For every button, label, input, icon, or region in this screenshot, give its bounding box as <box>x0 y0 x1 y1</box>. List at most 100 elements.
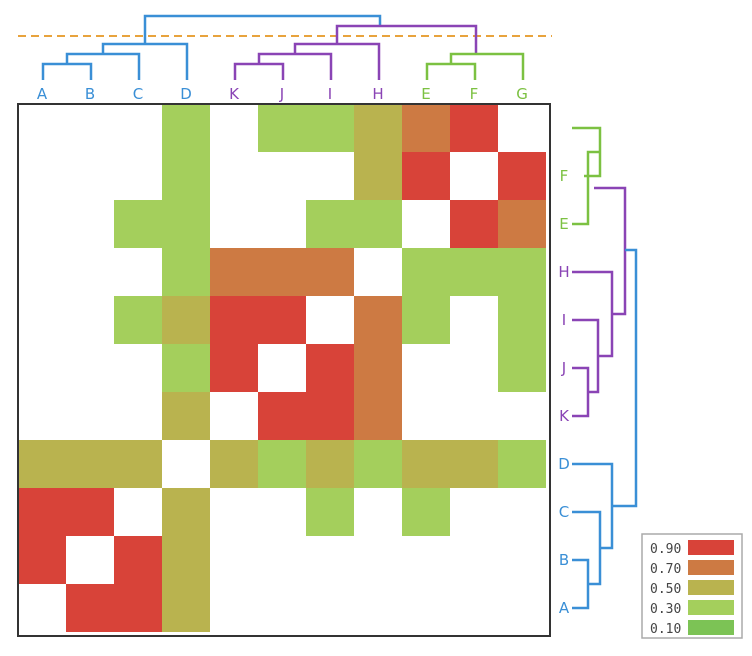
heatmap-cell <box>114 584 162 632</box>
heatmap-cell <box>114 200 162 248</box>
right-dendrogram-blue <box>572 248 638 610</box>
heatmap-cell <box>114 296 162 344</box>
heatmap-cell <box>162 104 210 152</box>
heatmap-cell <box>498 248 546 296</box>
top-branch-blue-root <box>143 14 382 44</box>
right-branch-h-ijk <box>572 270 614 358</box>
heatmap-cell <box>66 584 114 632</box>
heatmap-cell <box>210 440 258 488</box>
heatmap-cell <box>210 344 258 392</box>
heatmap-cell <box>258 296 306 344</box>
heatmap-cell <box>402 104 450 152</box>
column-label: H <box>372 85 383 103</box>
legend-label: 0.30 <box>650 602 681 617</box>
legend-swatch <box>688 540 734 555</box>
heatmap-cells <box>18 104 546 632</box>
heatmap-cell <box>306 344 354 392</box>
row-label: K <box>559 407 570 425</box>
row-label: H <box>558 263 569 281</box>
top-dendrogram <box>18 14 552 80</box>
legend-label: 0.10 <box>650 622 681 637</box>
heatmap-cell <box>354 104 402 152</box>
heatmap-cell <box>402 248 450 296</box>
legend: 0.90 0.70 0.50 0.30 0.10 <box>641 533 743 639</box>
column-label: I <box>328 85 332 103</box>
heatmap-cell <box>162 584 210 632</box>
top-branch-purple-root <box>335 24 478 54</box>
heatmap-cell <box>354 392 402 440</box>
heatmap-cell <box>402 296 450 344</box>
heatmap-cell <box>162 152 210 200</box>
heatmap-cell <box>258 440 306 488</box>
right-dendrogram <box>572 126 638 610</box>
heatmap-cell <box>162 296 210 344</box>
heatmap-border <box>17 103 551 637</box>
heatmap-cell <box>498 200 546 248</box>
legend-swatch <box>688 620 734 635</box>
row-label: C <box>559 503 569 521</box>
heatmap-cell <box>18 536 66 584</box>
column-label: F <box>470 85 479 103</box>
row-label: J <box>561 359 566 377</box>
column-label: E <box>421 85 430 103</box>
heatmap-cell <box>450 104 498 152</box>
top-dendrogram-blue <box>41 14 382 80</box>
heatmap-cell <box>498 296 546 344</box>
legend-swatch <box>688 580 734 595</box>
heatmap-cell <box>162 392 210 440</box>
heatmap-cell <box>354 440 402 488</box>
column-label: K <box>229 85 240 103</box>
right-branch-i-jk <box>572 318 600 394</box>
heatmap-cell <box>258 248 306 296</box>
right-branch-root <box>612 248 638 508</box>
heatmap-cell <box>402 152 450 200</box>
column-label: G <box>516 85 528 103</box>
top-branch-ef-g <box>449 52 525 80</box>
right-branch-a-b <box>572 558 590 610</box>
top-branch-k-j <box>233 62 285 80</box>
heatmap-cell <box>402 488 450 536</box>
heatmap-cell <box>210 296 258 344</box>
heatmap-cell <box>18 488 66 536</box>
row-label: D <box>558 455 570 473</box>
row-label: I <box>562 311 566 329</box>
heatmap-cell <box>162 536 210 584</box>
column-label: C <box>133 85 143 103</box>
heatmap-cell <box>306 248 354 296</box>
row-label: B <box>559 551 569 569</box>
heatmap-cell <box>354 344 402 392</box>
top-dendrogram-green <box>425 52 525 80</box>
heatmap-cell <box>498 344 546 392</box>
top-dendrogram-purple <box>233 24 478 80</box>
row-label: E <box>559 215 568 233</box>
heatmap-cell <box>450 248 498 296</box>
heatmap-cell <box>354 200 402 248</box>
column-label: J <box>279 85 284 103</box>
heatmap-cell <box>162 344 210 392</box>
top-branch-kji-h <box>293 42 381 80</box>
heatmap-cell <box>306 440 354 488</box>
heatmap-cell <box>162 488 210 536</box>
column-label: B <box>85 85 95 103</box>
top-branch-kj-i <box>257 52 333 80</box>
heatmap-cell <box>354 296 402 344</box>
heatmap-cell <box>306 488 354 536</box>
right-branch-abc-d <box>572 462 614 550</box>
legend-label: 0.50 <box>650 582 681 597</box>
heatmap-cell <box>258 392 306 440</box>
column-label: D <box>180 85 192 103</box>
legend-swatch <box>688 560 734 575</box>
row-labels: F E H I J K D C B A <box>558 167 570 617</box>
right-branch-gf-e <box>572 150 600 226</box>
heatmap-cell <box>258 104 306 152</box>
heatmap-cell <box>498 440 546 488</box>
top-branch-a-b <box>41 62 93 80</box>
legend-label: 0.70 <box>650 562 681 577</box>
heatmap-cell <box>450 440 498 488</box>
right-branch-ab-c <box>572 510 602 586</box>
heatmap-cell <box>162 200 210 248</box>
heatmap-cell <box>306 200 354 248</box>
column-label: A <box>37 85 48 103</box>
